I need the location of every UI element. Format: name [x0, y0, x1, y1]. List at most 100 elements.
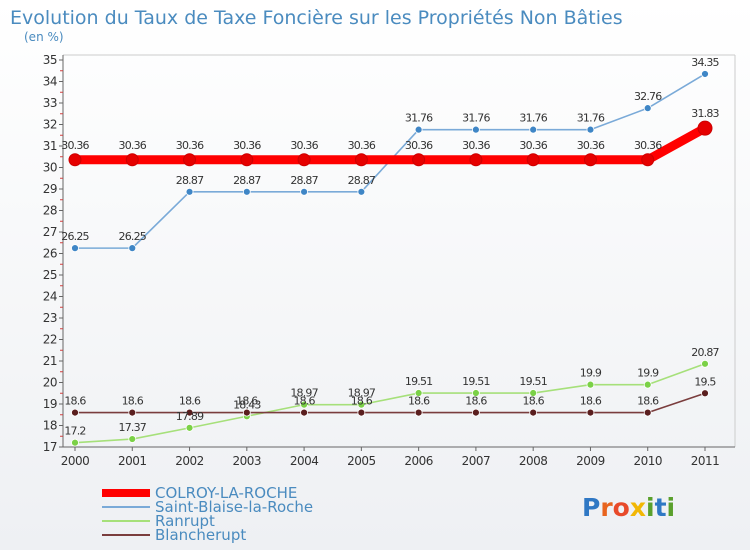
data-point: [71, 244, 79, 253]
series-line: [74, 392, 706, 414]
x-tick-label: 2003: [233, 454, 262, 468]
series-line: [70, 123, 710, 165]
data-point: [242, 408, 251, 417]
data-label: 30.36: [462, 139, 490, 152]
data-label: 28.87: [290, 174, 318, 187]
data-label: 28.87: [176, 174, 204, 187]
axes: 17 18 19 20 21 22 23 24 25 26 27 28 29 30 31 32 33 34 35 20…: [43, 53, 736, 468]
data-label: 26.25: [119, 230, 147, 243]
logo-letter: x: [630, 493, 646, 522]
data-point: [357, 408, 366, 417]
y-tick-label: 27: [43, 225, 57, 239]
logo-letter: i: [667, 493, 676, 522]
data-label: 18.6: [351, 395, 373, 408]
data-label: 17.2: [64, 425, 85, 438]
data-label: 30.36: [290, 139, 318, 152]
data-point: [183, 153, 197, 167]
data-point: [71, 408, 79, 417]
data-point: [240, 153, 254, 167]
data-point: [242, 187, 251, 196]
data-point: [643, 380, 652, 389]
data-label: 30.36: [348, 139, 376, 152]
data-label: 18.6: [408, 395, 430, 408]
data-label: 30.36: [405, 139, 433, 152]
data-label: 17.89: [176, 410, 204, 423]
data-label: 18.43: [233, 398, 261, 411]
data-point: [526, 153, 540, 167]
data-point: [68, 153, 82, 167]
data-label: 19.5: [694, 375, 716, 388]
series-ranrupt: [71, 359, 709, 447]
series-blancherupt: [71, 389, 709, 417]
data-label: 19.51: [519, 375, 547, 388]
data-point: [300, 408, 308, 417]
logo-letter: i: [646, 493, 655, 522]
data-label: 18.6: [523, 395, 545, 408]
data-label: 31.83: [691, 107, 719, 120]
data-label: 31.76: [462, 112, 490, 125]
data-label: 28.87: [348, 174, 376, 187]
data-label: 18.6: [179, 395, 201, 408]
y-tick-label: 29: [43, 182, 57, 196]
data-point: [300, 400, 308, 409]
data-label: 18.97: [348, 387, 376, 400]
data-point: [701, 389, 709, 398]
data-label: 34.35: [691, 56, 719, 69]
data-label: 30.36: [519, 139, 547, 152]
data-point: [469, 153, 483, 167]
data-point: [643, 408, 652, 417]
x-tick-label: 2010: [633, 454, 662, 468]
y-tick-label: 25: [43, 268, 57, 282]
data-label: 31.76: [577, 112, 605, 125]
data-label: 26.25: [61, 230, 89, 243]
data-label: 30.36: [577, 139, 605, 152]
series-colroy-la-roche: [68, 120, 713, 167]
y-tick-label: 18: [43, 419, 57, 433]
data-point: [529, 389, 538, 397]
legend-label: COLROY-LA-ROCHE: [155, 484, 297, 502]
y-tick-label: 32: [43, 118, 57, 132]
data-point: [586, 125, 595, 134]
y-tick-label: 22: [43, 333, 57, 347]
series-line: [74, 362, 706, 444]
y-tick-label: 28: [43, 204, 57, 218]
data-label: 18.6: [236, 395, 258, 408]
x-tick-label: 2006: [404, 454, 433, 468]
data-point: [701, 70, 709, 78]
data-point: [414, 389, 423, 397]
legend: COLROY-LA-ROCHESaint-Blaise-la-RocheRanr…: [102, 484, 313, 544]
x-tick-label: 2002: [175, 454, 204, 468]
data-point: [586, 408, 595, 417]
y-tick-label: 17: [43, 440, 57, 454]
x-tick-label: 2007: [462, 454, 491, 468]
data-point: [414, 125, 423, 134]
data-point: [300, 187, 308, 196]
data-point: [472, 389, 480, 397]
x-tick-label: 2008: [519, 454, 548, 468]
data-label: 18.6: [293, 395, 315, 408]
data-label: 20.87: [691, 346, 719, 359]
y-tick-label: 24: [43, 290, 57, 304]
data-label: 19.9: [637, 367, 659, 380]
data-label: 30.36: [634, 139, 662, 152]
data-label: 18.6: [465, 395, 487, 408]
chart-subtitle: (en %): [24, 30, 64, 44]
y-tick-label: 34: [43, 75, 57, 89]
chart-title: Evolution du Taux de Taxe Foncière sur l…: [10, 7, 623, 29]
data-label: 32.76: [634, 90, 662, 103]
data-point: [701, 359, 709, 368]
logo-letter: t: [655, 493, 667, 522]
data-point: [412, 153, 426, 167]
x-tick-label: 2009: [576, 454, 605, 468]
x-tick-label: 2005: [347, 454, 376, 468]
data-label: 18.6: [580, 395, 602, 408]
data-point: [472, 125, 480, 134]
data-point: [357, 187, 366, 196]
data-label: 30.36: [61, 139, 89, 152]
logo-letter: r: [600, 493, 613, 522]
data-label: 30.36: [176, 139, 204, 152]
data-label: 30.36: [119, 139, 147, 152]
data-point: [125, 153, 139, 167]
data-label: 18.6: [64, 395, 86, 408]
